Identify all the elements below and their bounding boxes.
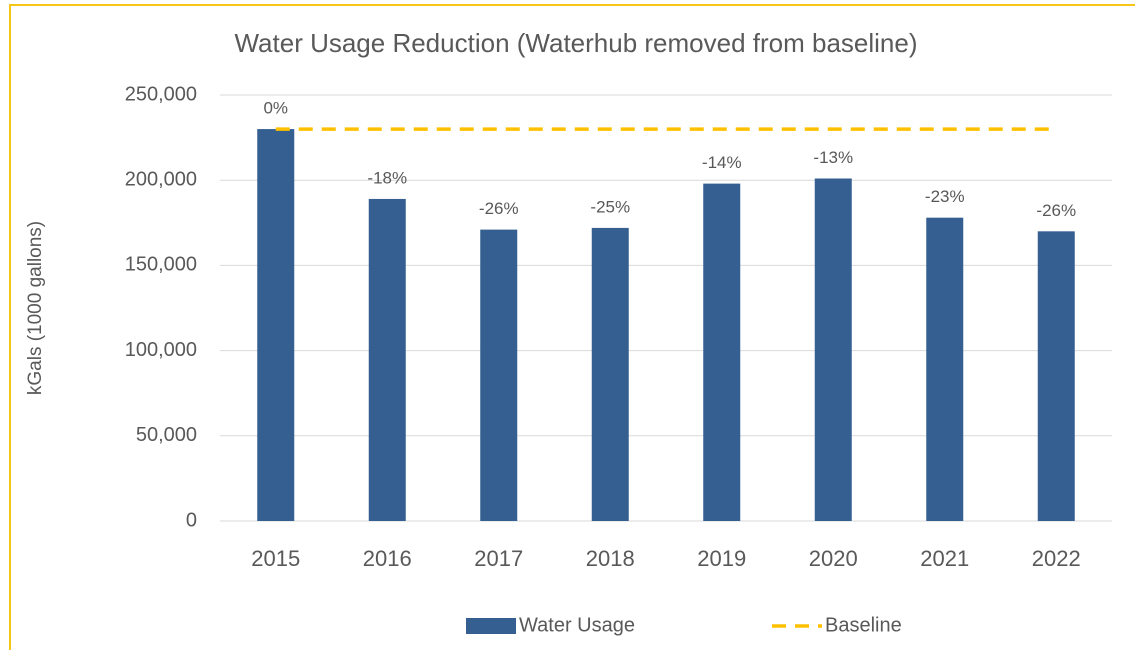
x-tick-label: 2017 — [474, 546, 523, 571]
legend-label: Water Usage — [519, 614, 635, 636]
bar — [257, 129, 295, 521]
data-label: -26% — [479, 199, 519, 218]
y-axis-label: kGals (1000 gallons) — [25, 221, 46, 395]
x-tick-label: 2021 — [920, 546, 969, 571]
data-label: -14% — [702, 153, 742, 172]
bar — [926, 217, 964, 522]
bar — [368, 198, 406, 521]
y-tick-label: 200,000 — [125, 168, 197, 190]
y-tick-label: 0 — [186, 509, 197, 531]
data-label: -26% — [1036, 201, 1076, 220]
y-tick-label: 100,000 — [125, 339, 197, 361]
x-tick-label: 2022 — [1032, 546, 1081, 571]
x-tick-label: 2020 — [809, 546, 858, 571]
bar — [814, 178, 852, 521]
x-tick-label: 2019 — [697, 546, 746, 571]
data-label: 0% — [263, 99, 288, 118]
data-label: -13% — [813, 148, 853, 167]
bar — [703, 183, 741, 521]
legend-label: Baseline — [825, 614, 902, 636]
y-tick-label: 150,000 — [125, 254, 197, 276]
data-label: -23% — [925, 187, 965, 206]
bar — [591, 227, 629, 522]
chart-title: Water Usage Reduction (Waterhub removed … — [234, 28, 917, 58]
y-tick-label: 250,000 — [125, 83, 197, 105]
bar — [480, 229, 518, 521]
data-label: -25% — [590, 197, 630, 216]
bar — [1037, 231, 1075, 521]
legend-swatch — [466, 618, 516, 634]
x-tick-label: 2018 — [586, 546, 635, 571]
x-tick-label: 2015 — [251, 546, 300, 571]
x-tick-label: 2016 — [363, 546, 412, 571]
y-tick-label: 50,000 — [136, 424, 197, 446]
data-label: -18% — [367, 168, 407, 187]
